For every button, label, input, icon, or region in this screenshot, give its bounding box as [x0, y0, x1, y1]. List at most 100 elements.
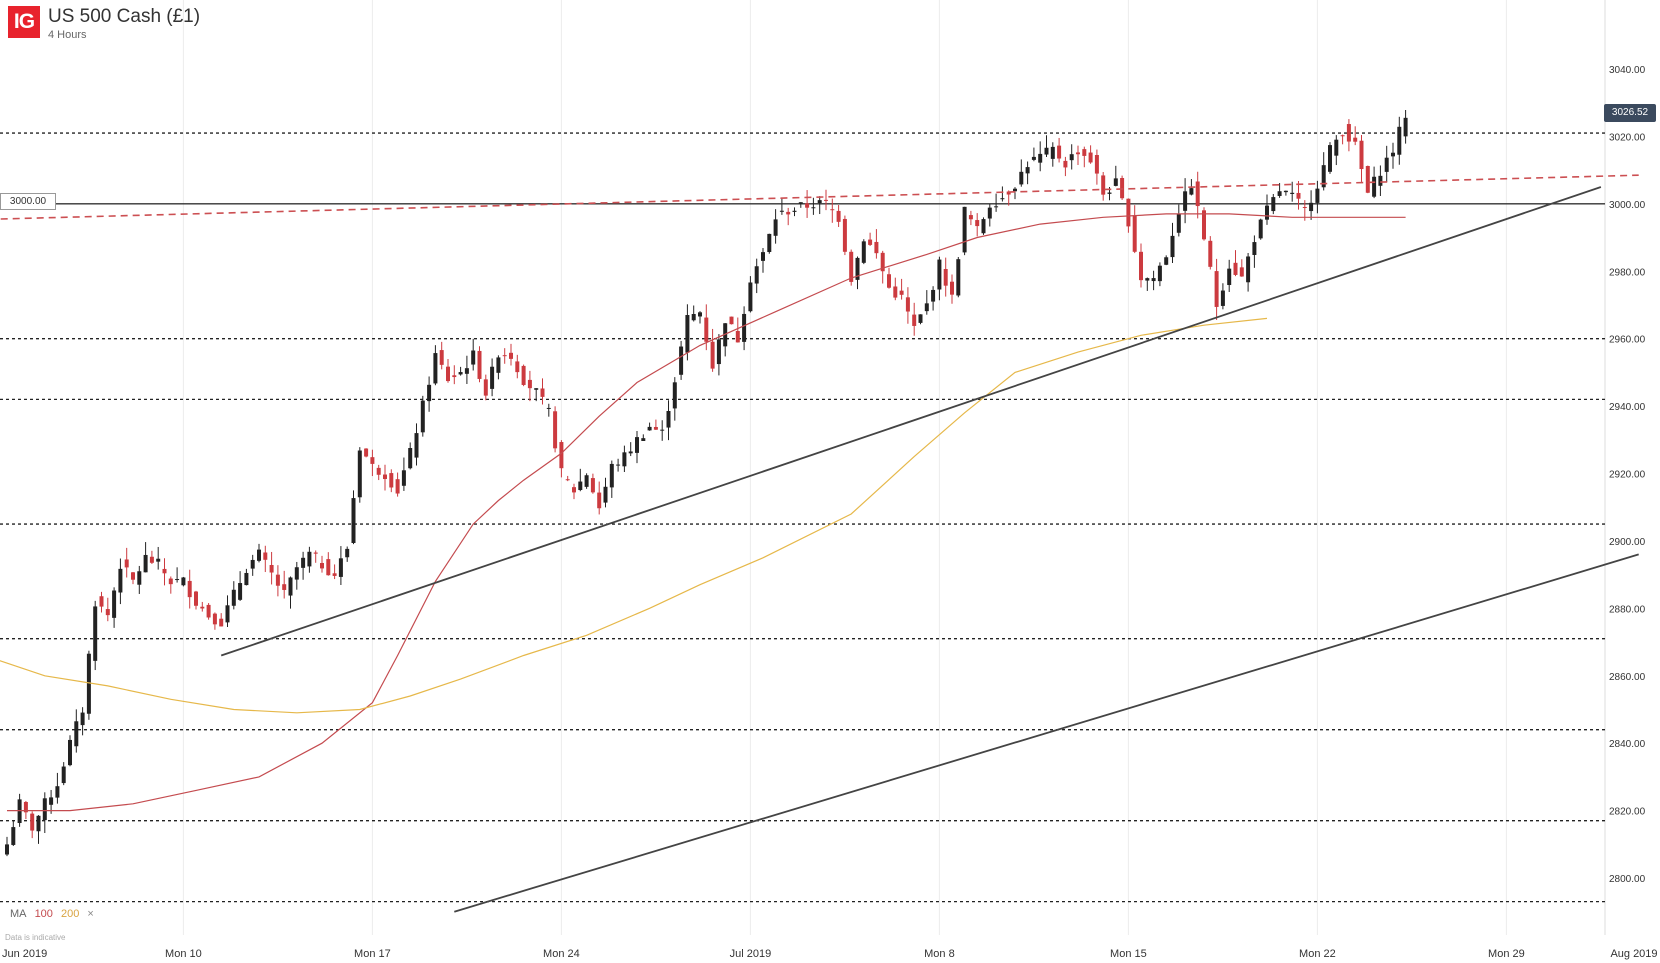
candle-body: [635, 437, 639, 453]
ig-logo: IG: [8, 6, 40, 38]
candle-body: [23, 801, 28, 813]
candle-body: [490, 366, 495, 389]
candle-body: [288, 577, 293, 596]
candle-body: [1094, 155, 1099, 174]
x-tick-label: Aug 2019: [1610, 948, 1657, 960]
candle-body: [212, 613, 217, 625]
candle-body: [439, 350, 444, 365]
candle-body: [729, 316, 734, 325]
candle-body: [754, 266, 759, 284]
candle-body: [1170, 235, 1175, 258]
y-tick-label: 2940.00: [1609, 402, 1646, 413]
candle-body: [735, 330, 740, 343]
candle-body: [1403, 117, 1408, 137]
candle-body: [1353, 137, 1358, 142]
candle-body: [874, 241, 879, 254]
candle-body: [830, 209, 835, 211]
candle-body: [427, 384, 432, 402]
candle-body: [653, 426, 658, 430]
candle-body: [1057, 145, 1062, 159]
candle-body: [698, 312, 702, 317]
candle-body: [899, 290, 904, 295]
candle-body: [1252, 242, 1257, 255]
candle-body: [836, 210, 841, 222]
candle-body: [1044, 147, 1049, 155]
candle-body: [1195, 181, 1200, 207]
candle-body: [590, 478, 595, 493]
candle-body: [282, 584, 287, 590]
candle-body: [86, 653, 91, 714]
candle-body: [597, 492, 602, 509]
candle-body: [162, 568, 167, 574]
candle-body: [452, 375, 457, 378]
candle-body: [206, 604, 211, 618]
candle-body: [294, 567, 299, 580]
candle-body: [779, 210, 784, 212]
candle-body: [1088, 152, 1093, 163]
candle-body: [1227, 268, 1232, 286]
candle-body: [1328, 145, 1332, 172]
candle-body: [509, 352, 513, 359]
x-tick-label: Jul 2019: [730, 948, 772, 960]
candle-body: [408, 448, 413, 469]
candle-body: [912, 314, 917, 326]
candle-body: [956, 259, 961, 296]
level-3000-label: 3000.00: [0, 193, 56, 210]
y-tick-label: 3040.00: [1609, 65, 1646, 76]
candle-body: [137, 571, 142, 585]
candle-body: [93, 606, 98, 661]
x-tick-label: Mon 17: [354, 948, 391, 960]
candle-body: [540, 388, 545, 397]
candle-body: [1132, 215, 1137, 252]
candle-body: [622, 452, 627, 467]
candle-body: [1233, 262, 1238, 275]
candle-body: [1000, 198, 1005, 200]
candle-body: [603, 486, 608, 503]
candle-body: [36, 815, 41, 832]
candle-body: [855, 257, 860, 280]
candle-body: [1315, 188, 1320, 203]
candle-body: [842, 218, 847, 252]
candle-body: [187, 580, 192, 598]
candle-body: [1107, 192, 1112, 194]
candle-body: [364, 448, 369, 457]
candle-body: [275, 574, 280, 586]
ma100-label[interactable]: 100: [34, 908, 53, 920]
candle-body: [225, 605, 230, 623]
x-tick-label: Mon 8: [924, 948, 955, 960]
candle-body: [1069, 154, 1074, 161]
candle-body: [68, 739, 72, 766]
candle-body: [464, 368, 469, 374]
candle-body: [981, 219, 986, 234]
y-tick-label: 2960.00: [1609, 335, 1646, 346]
candle-body: [1214, 271, 1219, 307]
candle-body: [975, 220, 980, 227]
candle-body: [1277, 191, 1282, 196]
candle-body: [880, 252, 885, 272]
candle-body: [987, 207, 992, 219]
candle-body: [553, 411, 558, 449]
candle-body: [1378, 175, 1383, 186]
candle-body: [546, 407, 551, 409]
y-tick-label: 2860.00: [1609, 672, 1646, 683]
candle-body: [1176, 214, 1181, 233]
candle-body: [263, 552, 268, 560]
candle-body: [716, 339, 721, 365]
candle-body: [477, 350, 482, 379]
candle-body: [792, 210, 797, 212]
candle-body: [1391, 152, 1395, 157]
candle-body: [861, 241, 866, 263]
candle-body: [1164, 257, 1169, 265]
ma200-label[interactable]: 200: [60, 908, 80, 920]
candle-body: [231, 589, 236, 606]
close-icon[interactable]: ×: [87, 908, 94, 920]
candle-body: [1120, 178, 1125, 199]
candle-body: [887, 274, 891, 288]
candle-body: [691, 314, 696, 321]
candle-body: [1271, 197, 1276, 212]
candle-body: [370, 457, 375, 464]
candle-body: [1302, 207, 1307, 209]
candle-body: [1208, 240, 1213, 267]
candle-body: [943, 268, 948, 286]
